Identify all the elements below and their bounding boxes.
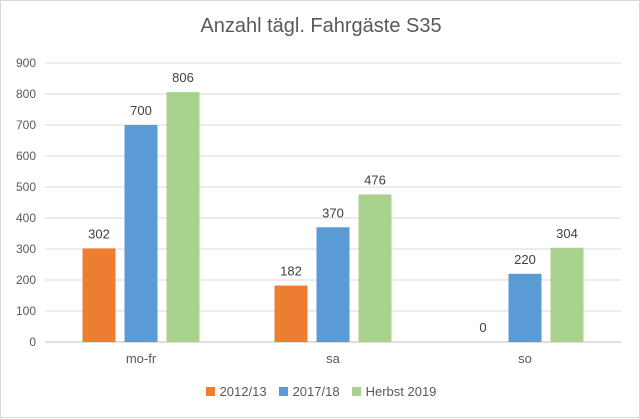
bar-mo-fr-2012-13 xyxy=(82,248,116,342)
bar-so-2017-18 xyxy=(508,273,542,342)
data-label: 302 xyxy=(88,226,110,241)
legend-item: Herbst 2019 xyxy=(351,384,437,399)
legend: 2012/13 2017/18 Herbst 2019 xyxy=(1,384,640,399)
y-tick-label: 900 xyxy=(16,56,36,70)
y-tick-label: 100 xyxy=(16,304,36,318)
y-tick-label: 500 xyxy=(16,180,36,194)
x-tick-label: sa xyxy=(326,351,341,366)
data-label: 700 xyxy=(130,103,152,118)
x-tick-label: mo-fr xyxy=(126,351,157,366)
chart-title: Anzahl tägl. Fahrgäste S35 xyxy=(200,15,442,37)
bar-mo-fr-herbst-2019 xyxy=(166,92,200,342)
legend-swatch xyxy=(278,387,288,396)
data-label: 0 xyxy=(479,320,486,335)
bar-sa-herbst-2019 xyxy=(358,194,392,342)
legend-item: 2012/13 xyxy=(205,384,267,399)
y-tick-label: 600 xyxy=(16,149,36,163)
bar-sa-2017-18 xyxy=(316,227,350,342)
legend-swatch xyxy=(205,387,215,396)
bar-mo-fr-2017-18 xyxy=(124,125,158,342)
data-label: 182 xyxy=(280,264,302,279)
y-tick-label: 400 xyxy=(16,211,36,225)
y-tick-label: 700 xyxy=(16,118,36,132)
bar-so-herbst-2019 xyxy=(550,247,584,342)
legend-label: Herbst 2019 xyxy=(365,384,437,399)
y-tick-label: 800 xyxy=(16,87,36,101)
bar-sa-2012-13 xyxy=(274,285,308,342)
y-tick-label: 300 xyxy=(16,242,36,256)
legend-label: 2017/18 xyxy=(292,384,340,399)
data-label: 806 xyxy=(172,70,194,85)
y-tick-label: 0 xyxy=(29,335,36,349)
y-tick-label: 200 xyxy=(16,273,36,287)
data-label: 304 xyxy=(556,226,578,241)
data-label: 476 xyxy=(364,172,386,187)
legend-swatch xyxy=(351,387,361,396)
legend-item: 2017/18 xyxy=(278,384,340,399)
data-label: 370 xyxy=(322,205,344,220)
data-label: 220 xyxy=(514,252,536,267)
legend-label: 2012/13 xyxy=(219,384,267,399)
x-tick-label: so xyxy=(518,351,532,366)
